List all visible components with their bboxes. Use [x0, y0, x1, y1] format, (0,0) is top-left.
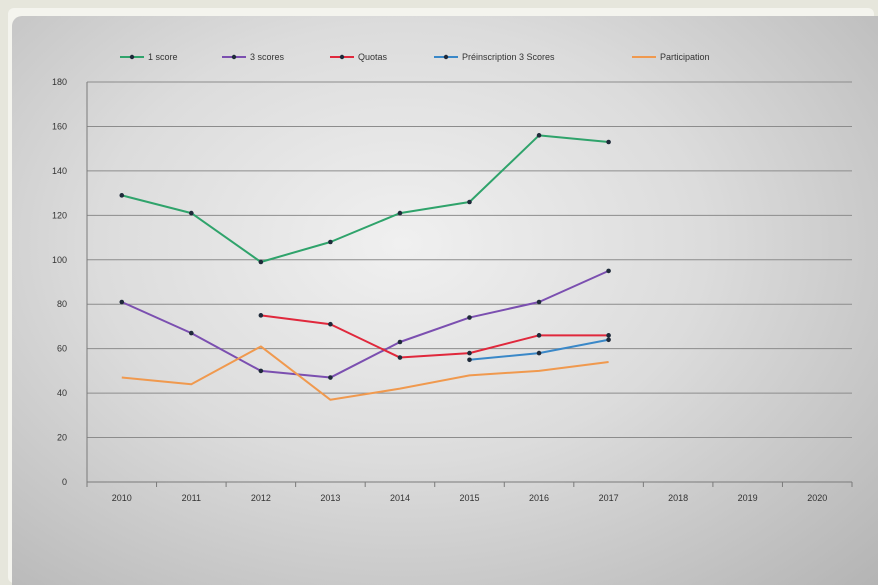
series-line-pr-inscription-3-scores [469, 338, 609, 361]
x-tick-label: 2012 [251, 493, 271, 503]
x-tick-label: 2013 [320, 493, 340, 503]
data-point-quotas [467, 350, 472, 356]
data-point-3-scores [606, 268, 611, 274]
data-point-1-score [258, 259, 264, 265]
x-tick-label: 2016 [529, 493, 549, 503]
data-point-pr-inscription-3-scores [606, 337, 611, 343]
data-point-pr-inscription-3-scores [536, 350, 542, 356]
data-point-1-score [189, 210, 194, 216]
data-point-quotas [536, 333, 542, 338]
line-chart: 0 20 40 60 80 100 120 140 160 180 2010 2011 2012 2013… [52, 52, 853, 503]
data-point-quotas [258, 313, 264, 318]
series [119, 133, 611, 401]
data-point-3-scores [536, 299, 542, 305]
series-line-1-score [121, 134, 609, 263]
x-tick-label: 2014 [390, 493, 410, 503]
grid [87, 81, 852, 439]
data-point-1-score [606, 139, 611, 145]
y-tick-label: 140 [52, 166, 67, 176]
y-tick-label: 0 [62, 477, 67, 487]
legend-label: Préinscription 3 Scores [462, 52, 555, 62]
data-point-3-scores [328, 375, 333, 380]
legend-label: 1 score [148, 52, 178, 62]
x-tick-label: 2019 [738, 493, 758, 503]
y-tick-label: 40 [57, 388, 67, 398]
x-tick-label: 2011 [182, 493, 201, 503]
series-line-quotas [260, 314, 609, 359]
legend-item: 3 scores [222, 52, 285, 62]
data-point-quotas [397, 355, 403, 360]
legend-label: Quotas [358, 52, 388, 62]
y-tick-label: 100 [52, 255, 67, 265]
data-point-3-scores [397, 339, 403, 345]
legend-marker [129, 54, 135, 60]
data-point-3-scores [189, 330, 194, 336]
data-point-3-scores [258, 368, 264, 374]
data-point-1-score [328, 239, 333, 245]
legend-item: 1 score [120, 52, 178, 62]
data-point-1-score [397, 210, 403, 216]
series-line-participation [121, 345, 609, 401]
data-point-1-score [536, 133, 542, 138]
x-tick-label: 2015 [459, 493, 479, 503]
data-point-quotas [328, 321, 333, 327]
series-line-3-scores [121, 269, 609, 379]
legend-label: Participation [660, 52, 710, 62]
legend-item: Quotas [330, 52, 388, 62]
legend-label: 3 scores [250, 52, 285, 62]
legend-item: Participation [632, 52, 710, 62]
data-point-3-scores [119, 299, 125, 305]
data-point-quotas [606, 333, 611, 338]
y-tick-label: 120 [52, 210, 67, 220]
y-tick-label: 180 [52, 77, 67, 87]
legend: 1 score 3 scores Quotas Préinscription 3 Sc… [120, 52, 710, 62]
data-point-1-score [467, 199, 472, 205]
data-point-3-scores [467, 315, 472, 320]
y-tick-label: 80 [57, 299, 67, 309]
legend-marker [231, 54, 237, 60]
legend-marker [443, 54, 449, 60]
data-point-1-score [119, 193, 125, 198]
data-point-pr-inscription-3-scores [467, 357, 472, 363]
x-tick-label: 2018 [668, 493, 688, 503]
legend-marker [339, 54, 345, 60]
axes: 0 20 40 60 80 100 120 140 160 180 2010 2011 2012 2013… [52, 77, 853, 503]
x-tick-label: 2017 [599, 493, 619, 503]
y-tick-label: 60 [57, 344, 67, 354]
legend-item: Préinscription 3 Scores [434, 52, 555, 62]
y-tick-label: 20 [57, 433, 67, 443]
y-tick-label: 160 [52, 121, 67, 131]
x-tick-label: 2010 [112, 493, 132, 503]
chart-panel: 0 20 40 60 80 100 120 140 160 180 2010 2011 2012 2013… [12, 16, 878, 585]
x-tick-label: 2020 [807, 493, 827, 503]
